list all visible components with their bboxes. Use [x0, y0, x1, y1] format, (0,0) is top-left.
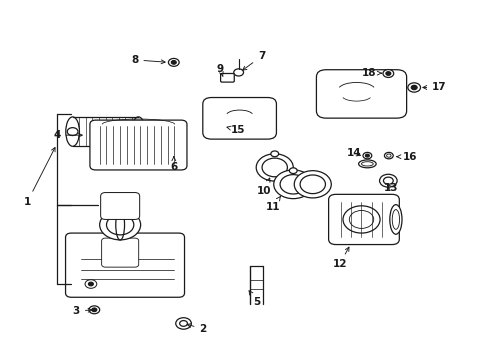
Circle shape — [379, 174, 396, 187]
Circle shape — [88, 282, 93, 286]
Circle shape — [147, 124, 183, 151]
Text: 6: 6 — [170, 157, 177, 172]
Ellipse shape — [66, 117, 79, 146]
Text: 11: 11 — [265, 197, 280, 212]
Circle shape — [410, 85, 416, 90]
Circle shape — [383, 177, 392, 184]
Text: 1: 1 — [24, 148, 55, 207]
Circle shape — [67, 128, 78, 135]
Circle shape — [273, 170, 312, 199]
Circle shape — [154, 129, 177, 146]
Circle shape — [233, 69, 243, 76]
Circle shape — [300, 175, 325, 194]
FancyBboxPatch shape — [90, 120, 186, 170]
Circle shape — [179, 320, 187, 326]
Text: 3: 3 — [73, 306, 92, 316]
Circle shape — [348, 211, 373, 228]
Text: 7: 7 — [242, 51, 264, 70]
FancyBboxPatch shape — [328, 194, 399, 244]
Circle shape — [92, 308, 97, 312]
Ellipse shape — [361, 162, 372, 166]
Circle shape — [365, 154, 368, 157]
Circle shape — [382, 69, 393, 77]
Circle shape — [289, 168, 297, 174]
Circle shape — [85, 280, 97, 288]
Circle shape — [385, 72, 390, 75]
Circle shape — [270, 151, 278, 157]
Text: 18: 18 — [361, 68, 381, 78]
Text: 15: 15 — [226, 125, 244, 135]
Circle shape — [256, 154, 293, 181]
Text: 4: 4 — [53, 130, 82, 140]
Circle shape — [100, 210, 141, 240]
FancyBboxPatch shape — [101, 193, 140, 220]
Circle shape — [106, 215, 134, 235]
Text: 2: 2 — [187, 324, 206, 334]
Circle shape — [133, 128, 143, 135]
FancyBboxPatch shape — [220, 73, 234, 82]
Circle shape — [294, 171, 330, 198]
Text: 14: 14 — [346, 148, 361, 158]
Circle shape — [89, 306, 100, 314]
Text: 5: 5 — [248, 291, 260, 307]
Text: 16: 16 — [396, 152, 417, 162]
Ellipse shape — [131, 117, 145, 146]
Text: 12: 12 — [332, 247, 348, 269]
Ellipse shape — [389, 204, 401, 234]
FancyBboxPatch shape — [203, 98, 276, 139]
Circle shape — [407, 83, 420, 92]
FancyBboxPatch shape — [316, 70, 406, 118]
Circle shape — [262, 158, 287, 177]
Text: 13: 13 — [383, 183, 397, 193]
Circle shape — [384, 152, 392, 159]
Text: 9: 9 — [216, 64, 223, 77]
FancyBboxPatch shape — [102, 238, 139, 267]
Text: 17: 17 — [422, 82, 446, 93]
FancyBboxPatch shape — [65, 233, 184, 297]
Text: 8: 8 — [131, 55, 165, 65]
Circle shape — [175, 318, 191, 329]
Circle shape — [168, 58, 179, 66]
Ellipse shape — [358, 160, 375, 168]
Text: 10: 10 — [256, 178, 271, 196]
Circle shape — [362, 152, 371, 159]
Circle shape — [280, 175, 306, 194]
Ellipse shape — [391, 210, 399, 229]
Circle shape — [342, 206, 379, 233]
Circle shape — [171, 60, 176, 64]
